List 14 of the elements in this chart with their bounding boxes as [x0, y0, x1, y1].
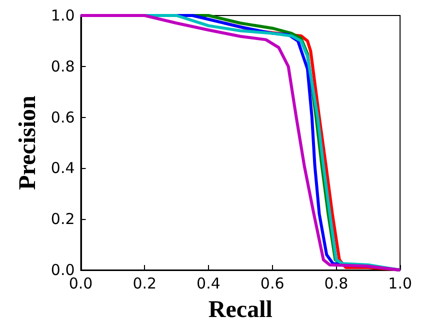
y-tick-label: 1.0: [50, 6, 75, 24]
x-tick-label: 0.2: [132, 274, 157, 292]
y-tick-label: 0.2: [50, 210, 75, 228]
x-tick-label: 0.6: [260, 274, 284, 292]
line-series: [79, 14, 402, 272]
y-tick-label: 0.6: [50, 108, 75, 126]
x-tick-label: 0.8: [324, 274, 348, 292]
x-tick-label: 0.0: [68, 274, 93, 292]
x-tick-label: 0.4: [196, 274, 220, 292]
x-tick-label: 1.0: [388, 274, 412, 292]
x-axis-title: Recall: [208, 297, 273, 323]
y-tick-label: 0.4: [50, 159, 75, 178]
y-tick-label: 0.8: [50, 57, 75, 76]
y-axis-title: Precision: [15, 96, 41, 190]
